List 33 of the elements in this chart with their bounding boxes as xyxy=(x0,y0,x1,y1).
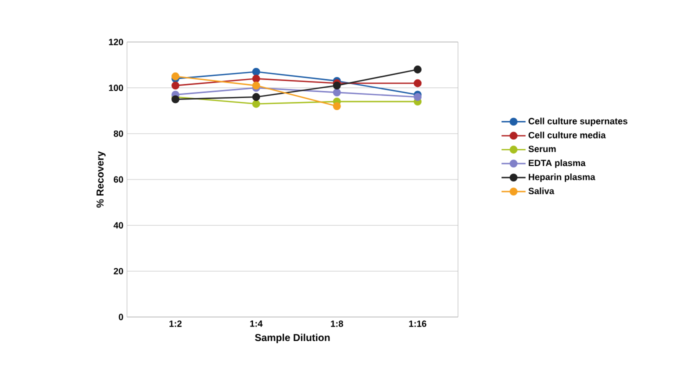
point xyxy=(414,66,422,74)
y-tick-label: 0 xyxy=(118,314,124,320)
point xyxy=(252,100,260,108)
x-tick-label: 1:8 xyxy=(330,320,344,327)
legend-label: Saliva xyxy=(528,188,554,194)
x-tick-label: 1:16 xyxy=(409,320,426,327)
point xyxy=(252,68,260,76)
point xyxy=(414,93,422,101)
point xyxy=(171,72,180,80)
legend-label: EDTA plasma xyxy=(528,160,586,168)
y-tick-label: 80 xyxy=(114,130,124,137)
point xyxy=(171,82,180,90)
y-axis-title: % Recovery xyxy=(96,151,106,208)
x-tick-label: 1:2 xyxy=(170,320,182,327)
point xyxy=(332,102,341,110)
point xyxy=(252,93,260,101)
legend-label: Cell culture supernates xyxy=(528,118,628,126)
point xyxy=(414,79,422,88)
x-axis-title: Sample Dilution xyxy=(255,334,330,344)
y-tick-label: 100 xyxy=(109,84,124,92)
point xyxy=(332,82,341,90)
x-tick-label: 1:4 xyxy=(250,320,263,327)
point xyxy=(332,88,341,96)
legend-label: Serum xyxy=(528,146,556,152)
y-tick-label: 120 xyxy=(109,38,124,46)
point xyxy=(252,74,260,83)
point xyxy=(171,95,180,104)
y-tick-label: 40 xyxy=(114,222,124,229)
legend-label: Cell culture media xyxy=(528,132,606,138)
y-tick-label: 60 xyxy=(114,176,124,183)
y-tick-label: 20 xyxy=(114,268,124,274)
legend-label: Heparin plasma xyxy=(528,174,596,182)
point xyxy=(252,82,260,90)
